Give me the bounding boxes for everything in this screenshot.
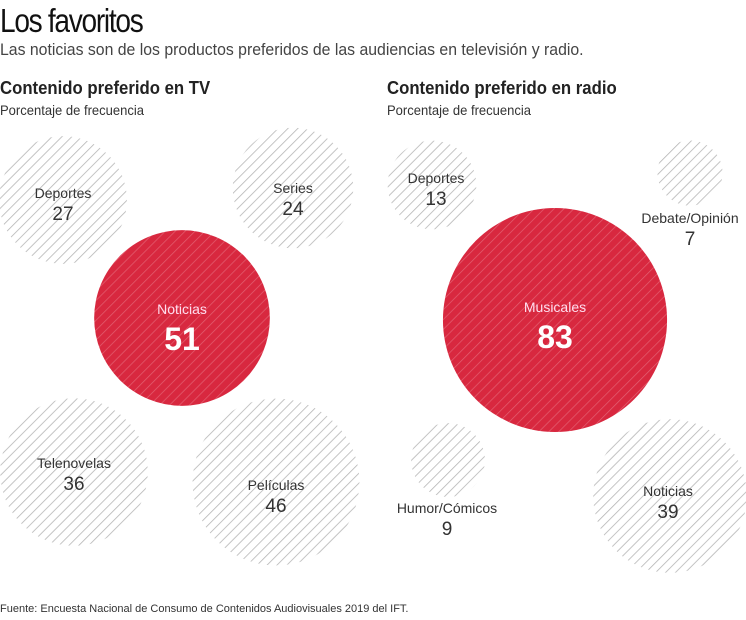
tv-chart-subtitle: Porcentaje de frecuencia: [0, 102, 145, 118]
tv-value-series: 24: [282, 199, 304, 220]
tv-label-peliculas: Películas: [248, 477, 305, 493]
tv-chart-title: Contenido preferido en TV: [0, 78, 211, 98]
tv-value-telenovelas: 36: [63, 474, 84, 495]
tv-bubble-series: [232, 127, 354, 249]
subtitle: Las noticias son de los productos prefer…: [0, 40, 584, 59]
radio-label-noticias: Noticias: [643, 483, 693, 499]
radio-bubble-humor-comicos: [411, 423, 485, 497]
tv-value-deportes: 27: [52, 204, 73, 225]
tv-label-telenovelas: Telenovelas: [37, 455, 111, 471]
radio-value-humor-comicos: 9: [442, 519, 453, 540]
radio-bubble-musicales: [442, 207, 668, 433]
radio-label-debate-opinion: Debate/Opinión: [641, 210, 738, 226]
tv-bubble-peliculas: [192, 398, 360, 566]
radio-label-deportes: Deportes: [408, 170, 465, 186]
tv-value-noticias: 51: [164, 321, 200, 357]
radio-bubble-deportes: [387, 140, 477, 230]
radio-value-noticias: 39: [657, 502, 678, 523]
radio-chart-title: Contenido preferido en radio: [387, 78, 617, 98]
radio-chart-subtitle: Porcentaje de frecuencia: [387, 102, 532, 118]
radio-value-debate-opinion: 7: [685, 229, 696, 250]
tv-bubble-noticias: [94, 230, 270, 406]
source-note: Fuente: Encuesta Nacional de Consumo de …: [0, 603, 409, 615]
tv-value-peliculas: 46: [265, 496, 286, 517]
tv-label-noticias: Noticias: [157, 301, 207, 317]
tv-bubble-telenovelas: [0, 398, 148, 546]
tv-label-deportes: Deportes: [35, 185, 92, 201]
radio-label-humor-comicos: Humor/Cómicos: [397, 500, 497, 516]
radio-bubble-noticias: [593, 419, 746, 573]
radio-value-deportes: 13: [425, 189, 446, 210]
radio-bubble-debate-opinion: [657, 140, 723, 206]
radio-label-musicales: Musicales: [524, 299, 586, 315]
title: Los favoritos: [0, 2, 144, 39]
tv-bubble-deportes: [0, 136, 127, 264]
radio-value-musicales: 83: [537, 319, 573, 355]
tv-label-series: Series: [273, 180, 313, 196]
